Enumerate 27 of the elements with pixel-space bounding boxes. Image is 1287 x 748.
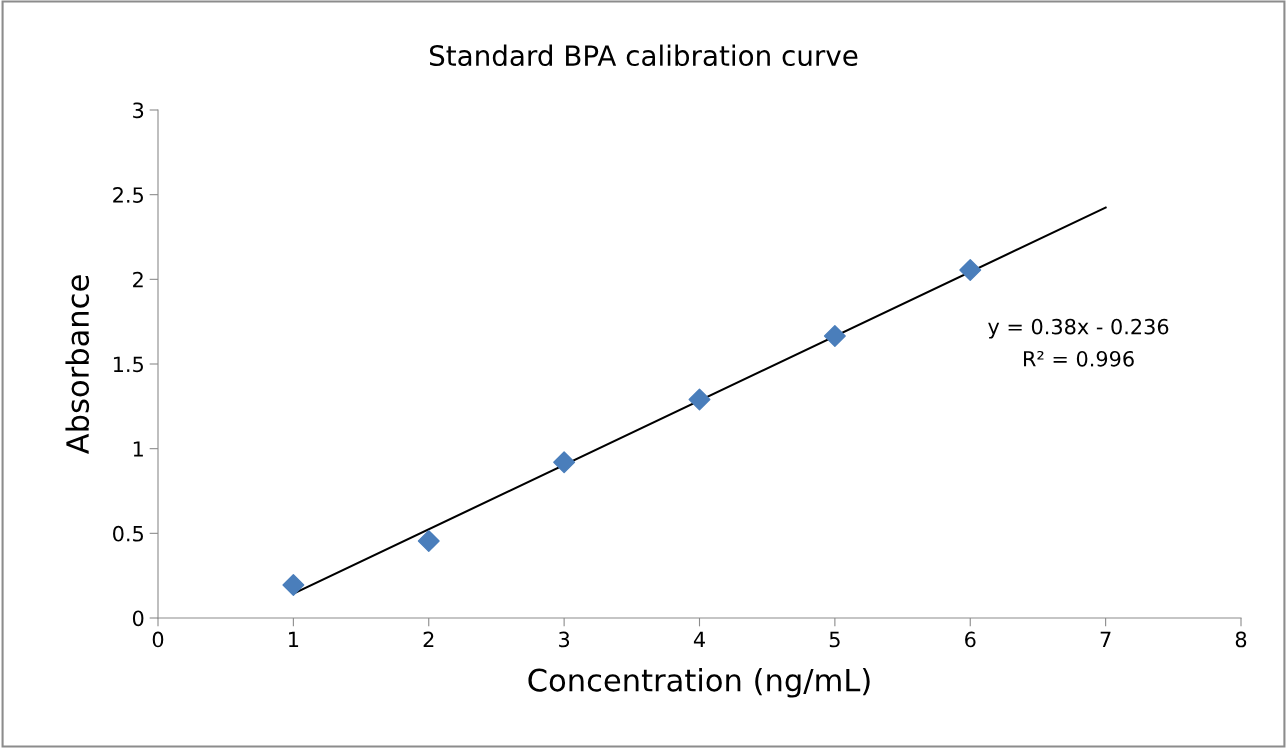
point — [688, 388, 711, 411]
x-tick-label: 2 — [423, 631, 434, 648]
x-tick-label: 1 — [289, 631, 299, 648]
y-tick-label: 1 — [133, 441, 143, 457]
chart-title: Standard BPA calibration curve — [429, 44, 858, 67]
x-tick-label: 5 — [829, 631, 840, 648]
annotation: y = 0.38x - 0.236 — [988, 318, 1169, 339]
annotation: R² = 0.996 — [1024, 350, 1134, 367]
y-tick-label: 0.5 — [113, 525, 143, 542]
x-tick-label: 0 — [152, 631, 164, 648]
x-tick-label: 3 — [559, 631, 570, 648]
x-tick-label: 8 — [1235, 631, 1247, 648]
point — [553, 451, 576, 474]
y-tick-label: 2 — [133, 271, 143, 288]
x-axis-title: Concentration (ng/mL) — [528, 668, 870, 698]
x-tick-label: 7 — [1100, 631, 1111, 648]
y-tick-label: 2.5 — [113, 187, 143, 203]
point — [417, 529, 440, 552]
x-tick-label: 4 — [693, 631, 705, 648]
point — [959, 259, 982, 282]
point — [282, 573, 305, 596]
y-tick-label: 0 — [132, 610, 144, 627]
x-tick-label: 6 — [965, 631, 976, 648]
point — [823, 325, 846, 348]
y-axis-title: Absorbance — [65, 275, 90, 455]
y-tick-label: 1.5 — [113, 356, 143, 373]
y-tick-label: 3 — [133, 102, 144, 119]
